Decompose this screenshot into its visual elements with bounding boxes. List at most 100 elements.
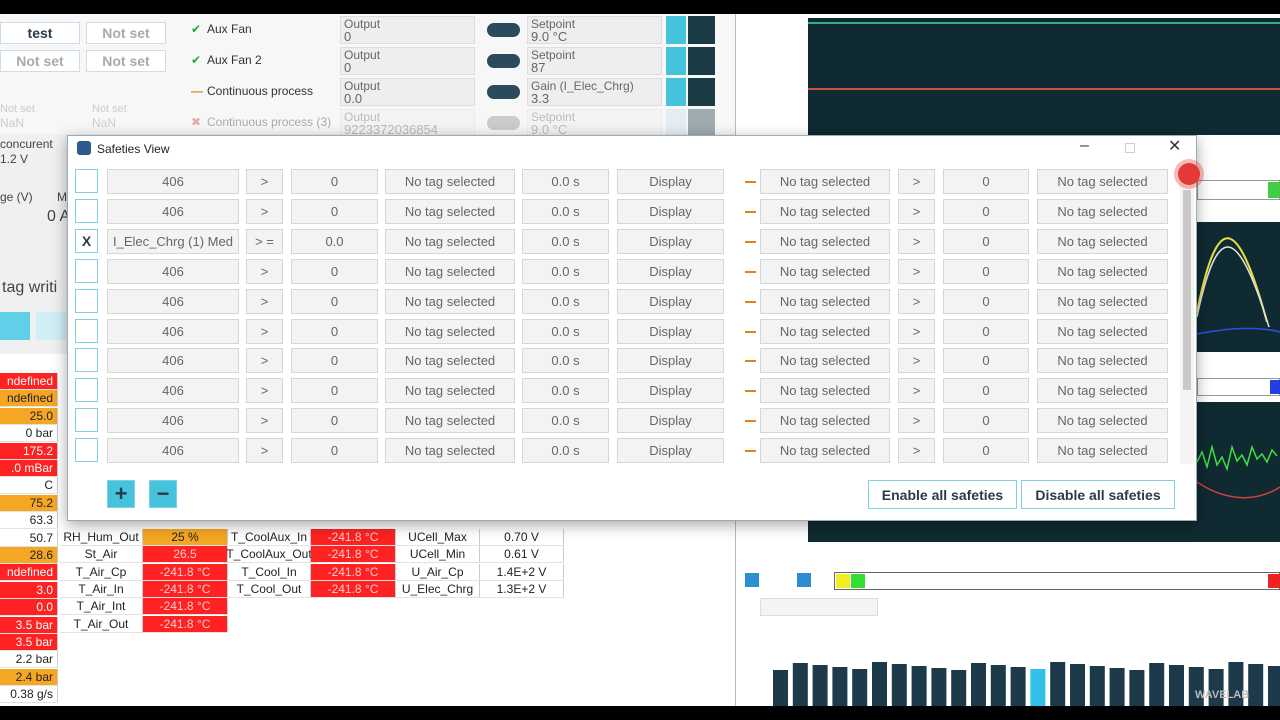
- toggle-button[interactable]: Not set: [0, 50, 80, 72]
- row-action[interactable]: Display: [617, 169, 724, 194]
- row-threshold[interactable]: 0: [291, 288, 378, 314]
- row-checkbox[interactable]: X: [75, 228, 98, 253]
- row-threshold2[interactable]: 0: [943, 198, 1029, 224]
- range-select[interactable]: [760, 598, 878, 616]
- row-threshold[interactable]: 0: [291, 348, 378, 374]
- row-tag[interactable]: No tag selected: [385, 408, 515, 434]
- row-op2[interactable]: >: [898, 288, 935, 314]
- lock-icon[interactable]: [797, 573, 811, 587]
- disable-all-button[interactable]: Disable all safeties: [1021, 480, 1175, 509]
- row-op[interactable]: >: [246, 169, 283, 194]
- row-op2[interactable]: >: [898, 378, 935, 404]
- row-tag2[interactable]: No tag selected: [760, 438, 890, 464]
- row-threshold[interactable]: 0.0: [291, 228, 378, 254]
- row-tag3[interactable]: No tag selected: [1037, 378, 1168, 404]
- row-source[interactable]: 406: [107, 348, 239, 374]
- close-button[interactable]: ✕: [1168, 138, 1182, 155]
- row-tag[interactable]: No tag selected: [385, 228, 515, 254]
- row-op[interactable]: >: [246, 408, 283, 434]
- row-source[interactable]: 406: [107, 288, 239, 314]
- row-tag[interactable]: No tag selected: [385, 318, 515, 344]
- row-threshold2[interactable]: 0: [943, 408, 1029, 434]
- row-tag[interactable]: No tag selected: [385, 348, 515, 374]
- row-threshold[interactable]: 0: [291, 258, 378, 284]
- row-action[interactable]: Display: [617, 438, 724, 464]
- row-threshold2[interactable]: 0: [943, 228, 1029, 254]
- row-threshold[interactable]: 0: [291, 169, 378, 194]
- row-source[interactable]: 406: [107, 258, 239, 284]
- remove-button[interactable]: −: [149, 480, 177, 508]
- row-op2[interactable]: >: [898, 408, 935, 434]
- row-threshold[interactable]: 0: [291, 318, 378, 344]
- row-threshold2[interactable]: 0: [943, 438, 1029, 464]
- row-tag2[interactable]: No tag selected: [760, 258, 890, 284]
- row-tag2[interactable]: No tag selected: [760, 408, 890, 434]
- toggle-button[interactable]: Not set: [86, 22, 166, 44]
- row-delay[interactable]: 0.0 s: [522, 318, 609, 344]
- row-tag2[interactable]: No tag selected: [760, 318, 890, 344]
- row-op2[interactable]: >: [898, 438, 935, 464]
- row-tag3[interactable]: No tag selected: [1037, 438, 1168, 464]
- row-source[interactable]: 406: [107, 169, 239, 194]
- row-op2[interactable]: >: [898, 348, 935, 374]
- row-tag2[interactable]: No tag selected: [760, 378, 890, 404]
- row-tag[interactable]: No tag selected: [385, 288, 515, 314]
- toggle-button[interactable]: Not set: [86, 50, 166, 72]
- row-tag3[interactable]: No tag selected: [1037, 288, 1168, 314]
- row-op2[interactable]: >: [898, 318, 935, 344]
- row-checkbox[interactable]: [75, 258, 98, 283]
- row-delay[interactable]: 0.0 s: [522, 169, 609, 194]
- row-tag2[interactable]: No tag selected: [760, 198, 890, 224]
- row-tag3[interactable]: No tag selected: [1037, 228, 1168, 254]
- row-threshold[interactable]: 0: [291, 408, 378, 434]
- row-delay[interactable]: 0.0 s: [522, 228, 609, 254]
- scrollbar-thumb[interactable]: [1183, 190, 1191, 390]
- row-delay[interactable]: 0.0 s: [522, 438, 609, 464]
- row-delay[interactable]: 0.0 s: [522, 348, 609, 374]
- row-op[interactable]: >: [246, 438, 283, 464]
- row-threshold[interactable]: 0: [291, 378, 378, 404]
- row-source[interactable]: 406: [107, 378, 239, 404]
- row-op2[interactable]: >: [898, 258, 935, 284]
- row-op2[interactable]: >: [898, 198, 935, 224]
- row-action[interactable]: Display: [617, 258, 724, 284]
- row-action[interactable]: Display: [617, 228, 724, 254]
- row-source[interactable]: 406: [107, 438, 239, 464]
- row-op[interactable]: >: [246, 258, 283, 284]
- row-checkbox[interactable]: [75, 348, 98, 373]
- row-op[interactable]: >: [246, 378, 283, 404]
- row-checkbox[interactable]: [75, 169, 98, 193]
- row-threshold[interactable]: 0: [291, 438, 378, 464]
- row-action[interactable]: Display: [617, 378, 724, 404]
- row-checkbox[interactable]: [75, 318, 98, 343]
- row-threshold2[interactable]: 0: [943, 378, 1029, 404]
- row-threshold2[interactable]: 0: [943, 318, 1029, 344]
- row-tag[interactable]: No tag selected: [385, 258, 515, 284]
- row-checkbox[interactable]: [75, 378, 98, 403]
- row-op[interactable]: >: [246, 318, 283, 344]
- row-tag2[interactable]: No tag selected: [760, 288, 890, 314]
- row-tag2[interactable]: No tag selected: [760, 169, 890, 194]
- minimize-button[interactable]: –: [1080, 137, 1089, 154]
- row-source[interactable]: 406: [107, 318, 239, 344]
- row-checkbox[interactable]: [75, 438, 98, 463]
- row-op[interactable]: >: [246, 288, 283, 314]
- row-threshold2[interactable]: 0: [943, 258, 1029, 284]
- row-op[interactable]: >: [246, 198, 283, 224]
- row-tag[interactable]: No tag selected: [385, 378, 515, 404]
- row-threshold[interactable]: 0: [291, 198, 378, 224]
- row-tag3[interactable]: No tag selected: [1037, 258, 1168, 284]
- row-tag3[interactable]: No tag selected: [1037, 318, 1168, 344]
- row-source[interactable]: 406: [107, 408, 239, 434]
- row-checkbox[interactable]: [75, 288, 98, 313]
- row-tag3[interactable]: No tag selected: [1037, 348, 1168, 374]
- row-tag3[interactable]: No tag selected: [1037, 198, 1168, 224]
- row-delay[interactable]: 0.0 s: [522, 378, 609, 404]
- row-delay[interactable]: 0.0 s: [522, 258, 609, 284]
- row-delay[interactable]: 0.0 s: [522, 198, 609, 224]
- row-tag2[interactable]: No tag selected: [760, 228, 890, 254]
- row-threshold2[interactable]: 0: [943, 348, 1029, 374]
- row-tag2[interactable]: No tag selected: [760, 348, 890, 374]
- row-checkbox[interactable]: [75, 408, 98, 433]
- row-checkbox[interactable]: [75, 198, 98, 223]
